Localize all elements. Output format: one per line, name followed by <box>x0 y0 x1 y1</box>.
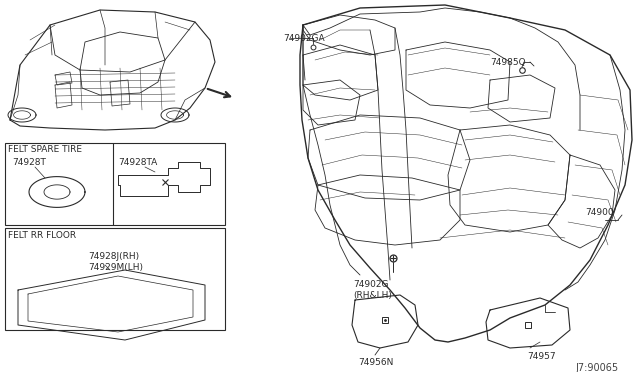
Text: FELT SPARE TIRE: FELT SPARE TIRE <box>8 145 82 154</box>
Text: 74928J(RH): 74928J(RH) <box>88 252 139 261</box>
Text: 74929M(LH): 74929M(LH) <box>88 263 143 272</box>
Text: 74928T: 74928T <box>12 158 46 167</box>
Text: J7:90065: J7:90065 <box>575 363 618 372</box>
Text: 74956N: 74956N <box>358 358 394 367</box>
Text: 74928TA: 74928TA <box>118 158 157 167</box>
Text: 74900: 74900 <box>585 208 614 217</box>
Bar <box>5 228 225 330</box>
Text: 74902GA: 74902GA <box>283 34 324 43</box>
Text: FELT RR FLOOR: FELT RR FLOOR <box>8 231 76 240</box>
Bar <box>5 143 225 225</box>
Text: (RH&LH): (RH&LH) <box>353 291 392 300</box>
Text: 74957: 74957 <box>527 352 556 361</box>
Text: 74902G: 74902G <box>353 280 388 289</box>
Text: 74985Q: 74985Q <box>490 58 525 67</box>
